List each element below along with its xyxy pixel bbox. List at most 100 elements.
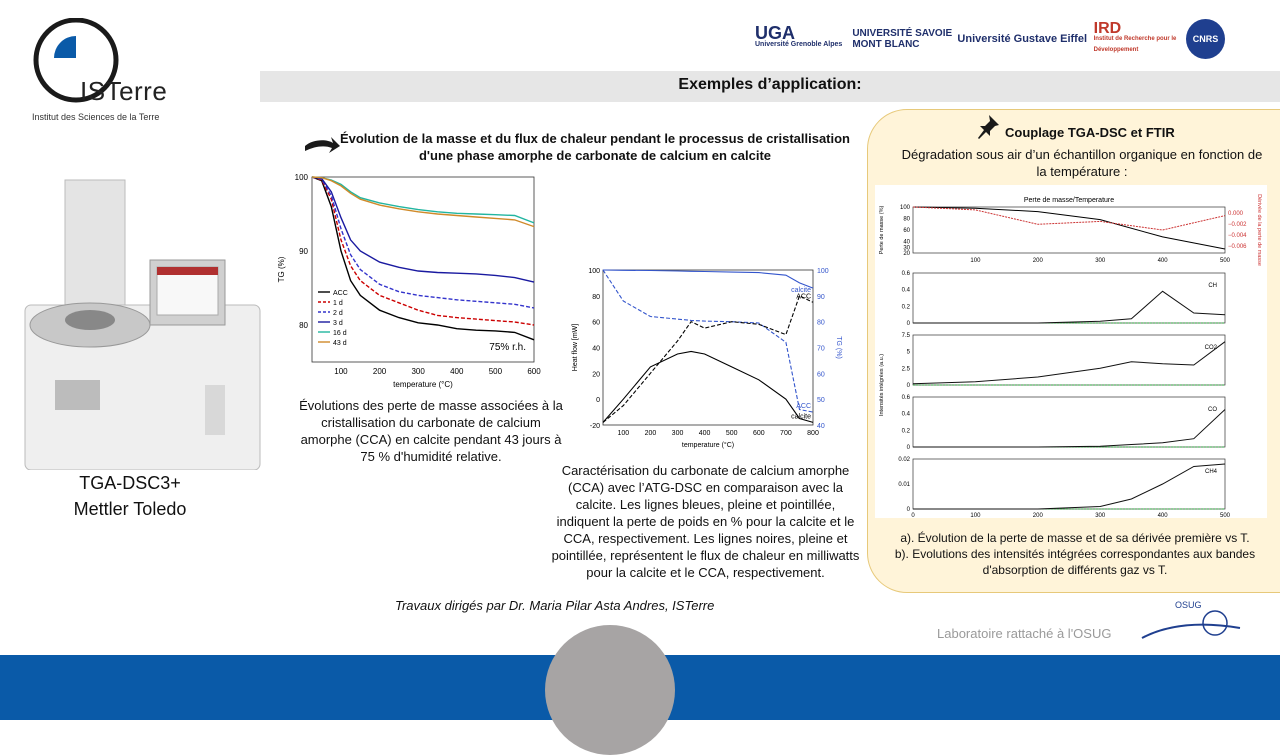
y-tick-label: 7.5 [902, 333, 911, 339]
series-line [602, 295, 814, 423]
y-tick-label: 5 [907, 350, 911, 356]
panel-title: Couplage TGA-DSC et FTIR [1005, 125, 1175, 140]
partner-gustave-eiffel: Université Gustave Eiffel [957, 32, 1088, 45]
series-line [602, 350, 814, 423]
x-tick-label: 0 [911, 513, 915, 518]
x-axis-label: temperature (°C) [393, 380, 453, 389]
y-tick-label: 80 [299, 321, 308, 330]
x-tick-label: 500 [489, 367, 503, 376]
x-tick-label: 500 [1220, 513, 1231, 518]
legend-label: 16 d [333, 330, 347, 337]
series-line-CH4 [913, 463, 1226, 510]
y-tick-label: 60 [903, 228, 910, 234]
y-tick-label: 0 [907, 321, 911, 327]
series-line-1d [311, 176, 535, 326]
x-tick-label: 600 [527, 367, 541, 376]
y-right-tick-label: 90 [817, 294, 825, 301]
x-tick-label: 700 [780, 430, 792, 437]
partner-logos: UGA Université Grenoble Alpes UNIVERSITÉ… [755, 18, 1225, 60]
y-right-tick-label: 0.000 [1228, 211, 1244, 217]
x-tick-label: 100 [334, 367, 348, 376]
x-axis-label: temperature (°C) [682, 441, 734, 449]
panel-label: CH4 [1205, 469, 1218, 475]
series-line-CO2 [912, 341, 1226, 385]
y-tick-label: 2.5 [902, 366, 911, 372]
panel-label: CH [1208, 283, 1217, 289]
x-tick-label: 300 [672, 430, 684, 437]
x-tick-label: 400 [1158, 258, 1169, 264]
x-tick-label: 100 [970, 258, 981, 264]
series-line-16d [311, 176, 535, 224]
x-tick-label: 400 [450, 367, 464, 376]
atg-dsc-chart: 100 200 300 400 500 600 700 800 -20 0 20 40 60 80 100 4… [572, 268, 842, 449]
y-tick-label: 0 [596, 397, 600, 404]
y-tick-label: 100 [900, 205, 911, 211]
partner-ird: IRD Institut de Recherche pour le Dévelo… [1093, 19, 1177, 53]
y-tick-label: 80 [903, 217, 910, 223]
tg-crystallisation-chart: 100 200 300 400 500 600 80 90 100 temperature (°C… [277, 173, 541, 389]
y-tick-label: 0.2 [902, 428, 911, 434]
series-label: calcite [791, 413, 811, 420]
x-tick-label: 100 [617, 430, 629, 437]
y-right-tick-label: −0.002 [1228, 222, 1247, 228]
y-right-tick-label: 40 [817, 423, 825, 430]
legend-label: 2 d [333, 310, 343, 317]
x-tick-label: 400 [1158, 513, 1169, 518]
page-title: Exemples d’application: [678, 76, 862, 93]
x-tick-label: 500 [1220, 258, 1231, 264]
y-axis-label: Intensités intégrées (a.u.) [879, 354, 885, 416]
y-right-tick-label: 80 [817, 320, 825, 327]
section1-title: Évolution de la masse et du flux de chal… [339, 131, 851, 163]
y-tick-label: -20 [590, 423, 600, 430]
partner-uga: UGA Université Grenoble Alpes [755, 23, 843, 48]
series-line [602, 269, 814, 413]
y-right-tick-label: 50 [817, 397, 825, 404]
arrow-icon [305, 137, 340, 153]
x-tick-label: 300 [1095, 513, 1106, 518]
instrument-caption: TGA-DSC3+ Mettler Toledo [73, 473, 187, 519]
y-tick-label: 20 [592, 371, 600, 378]
x-tick-label: 400 [699, 430, 711, 437]
series-line-43d [311, 176, 535, 228]
x-tick-label: 200 [1033, 513, 1044, 518]
osug-logo: OSUG [1141, 600, 1241, 639]
x-tick-label: 500 [726, 430, 738, 437]
legend-label: ACC [333, 290, 348, 297]
y-tick-label: 40 [903, 240, 910, 246]
legend-label: 43 d [333, 340, 347, 347]
x-tick-label: 200 [1033, 258, 1044, 264]
chart-annotation: 75% r.h. [489, 342, 526, 353]
org-name: ISTerre [80, 76, 168, 106]
title-bar [260, 71, 1280, 102]
y-right-tick-label: 100 [817, 268, 829, 275]
credit-text: Travaux dirigés par Dr. Maria Pilar Asta… [395, 598, 715, 613]
y-tick-label: 0 [907, 507, 911, 513]
panel-label: CO2 [1205, 345, 1218, 351]
y-tick-label: 0.02 [898, 457, 910, 463]
section1-caption: Évolutions des perte de masse associées … [299, 398, 563, 464]
series-line-CH [913, 290, 1226, 324]
panel-caption: a). Évolution de la perte de masse et de… [894, 531, 1256, 577]
x-tick-label: 200 [645, 430, 657, 437]
y-tick-label: 0.6 [902, 395, 911, 401]
plot-frame [602, 269, 814, 426]
y-right-axis-label: Dérivée de la perte de masse [1256, 194, 1262, 266]
series-line-CO [913, 409, 1226, 448]
x-tick-label: 600 [753, 430, 765, 437]
series-label: calcite [791, 287, 811, 294]
panel-subtitle: Dégradation sous air d’un échantillon or… [901, 147, 1263, 179]
isterre-logo [33, 18, 119, 103]
svg-text:OSUG: OSUG [1175, 600, 1202, 610]
x-tick-label: 100 [970, 513, 981, 518]
series-label: ACC [796, 403, 811, 410]
y-tick-label: 0.01 [898, 482, 910, 488]
partner-cnrs: CNRS [1186, 19, 1225, 59]
series-label: ACC [796, 293, 811, 300]
y-axis-label: Perte de masse (%) [879, 206, 885, 255]
series-line-3d [311, 176, 535, 283]
x-tick-label: 800 [807, 430, 819, 437]
chart-title: Perte de masse/Temperature [1024, 197, 1114, 204]
section2-caption: Caractérisation du carbonate de calcium … [551, 463, 860, 580]
instrument-image [24, 179, 261, 470]
y-tick-label: 0.4 [902, 412, 911, 418]
